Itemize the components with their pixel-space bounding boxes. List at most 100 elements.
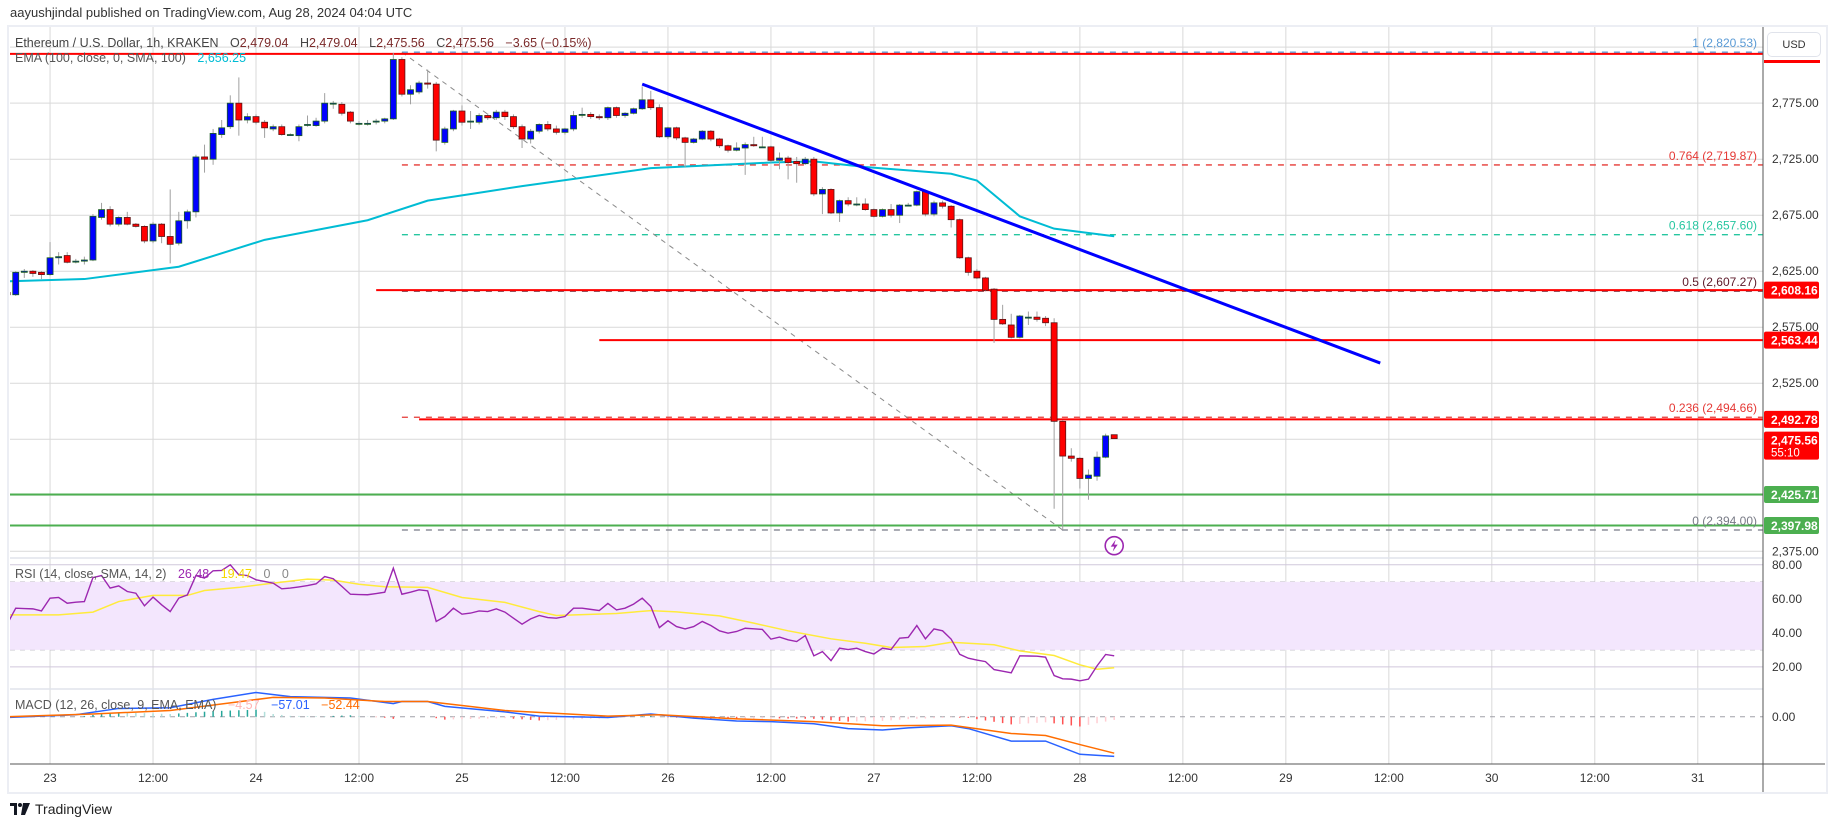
candle[interactable] xyxy=(982,276,989,292)
candle[interactable] xyxy=(630,107,638,115)
candle[interactable] xyxy=(561,127,569,135)
candle[interactable] xyxy=(158,223,166,244)
macd-pane[interactable] xyxy=(7,691,1115,758)
candle[interactable] xyxy=(1076,457,1084,489)
candle[interactable] xyxy=(939,200,946,209)
candle[interactable] xyxy=(1042,316,1049,327)
candle[interactable] xyxy=(286,133,294,136)
candle[interactable] xyxy=(724,144,732,153)
candle[interactable] xyxy=(879,208,886,218)
candle[interactable] xyxy=(449,109,457,132)
candle[interactable] xyxy=(570,111,577,132)
candle[interactable] xyxy=(415,80,423,95)
candle[interactable] xyxy=(1033,311,1041,322)
candle[interactable] xyxy=(999,304,1007,325)
candle[interactable] xyxy=(55,252,63,265)
candle[interactable] xyxy=(381,117,389,124)
candle[interactable] xyxy=(141,225,148,244)
candle[interactable] xyxy=(793,156,801,183)
candle[interactable] xyxy=(38,271,45,280)
candle[interactable] xyxy=(1059,420,1067,530)
candle[interactable] xyxy=(12,271,20,296)
candle[interactable] xyxy=(578,107,586,118)
candle[interactable] xyxy=(278,124,286,136)
candle[interactable] xyxy=(853,197,861,207)
candle[interactable] xyxy=(338,102,346,116)
candle[interactable] xyxy=(930,200,938,217)
candle[interactable] xyxy=(707,130,715,142)
candle[interactable] xyxy=(1007,313,1015,339)
candle[interactable] xyxy=(527,128,535,144)
candle[interactable] xyxy=(355,121,363,126)
candle[interactable] xyxy=(587,112,595,119)
candle[interactable] xyxy=(424,69,432,89)
candle[interactable] xyxy=(132,223,140,228)
candle[interactable] xyxy=(252,114,260,125)
candle[interactable] xyxy=(973,268,981,280)
candle[interactable] xyxy=(1024,311,1032,325)
candle[interactable] xyxy=(261,119,268,138)
price-pane[interactable] xyxy=(4,51,1763,556)
candle[interactable] xyxy=(432,81,440,152)
candle[interactable] xyxy=(72,258,80,264)
candle[interactable] xyxy=(183,209,191,229)
candle[interactable] xyxy=(733,142,741,152)
candle[interactable] xyxy=(767,145,775,163)
candle[interactable] xyxy=(1067,448,1075,462)
candle[interactable] xyxy=(218,119,226,138)
tradingview-brand[interactable]: TradingView xyxy=(10,801,112,817)
candle[interactable] xyxy=(887,204,895,218)
candle[interactable] xyxy=(115,216,123,227)
candle[interactable] xyxy=(655,104,663,138)
candle[interactable] xyxy=(698,130,706,141)
candle[interactable] xyxy=(63,252,71,264)
candle[interactable] xyxy=(458,105,466,126)
candle[interactable] xyxy=(1050,318,1058,509)
candle[interactable] xyxy=(398,57,406,97)
candle[interactable] xyxy=(1016,314,1024,339)
candle[interactable] xyxy=(201,144,208,173)
candle[interactable] xyxy=(269,124,277,132)
candle[interactable] xyxy=(819,187,826,215)
rsi-pane[interactable] xyxy=(7,563,1763,682)
candle[interactable] xyxy=(664,126,672,140)
candle[interactable] xyxy=(29,270,37,277)
candle[interactable] xyxy=(638,86,646,110)
candle[interactable] xyxy=(913,190,921,207)
candle[interactable] xyxy=(647,90,655,110)
symbol-title[interactable]: Ethereum / U.S. Dollar, 1h, KRAKEN xyxy=(15,36,219,50)
candle[interactable] xyxy=(492,109,500,120)
candle[interactable] xyxy=(776,152,783,170)
candle[interactable] xyxy=(552,125,560,135)
candle[interactable] xyxy=(741,142,749,175)
candle[interactable] xyxy=(226,95,234,129)
candle[interactable] xyxy=(20,268,28,278)
candle[interactable] xyxy=(758,136,766,149)
candle[interactable] xyxy=(681,136,689,168)
candle[interactable] xyxy=(784,155,792,180)
candle[interactable] xyxy=(544,121,552,132)
candle[interactable] xyxy=(750,136,758,147)
candle[interactable] xyxy=(518,124,526,148)
candle[interactable] xyxy=(106,206,114,227)
candle[interactable] xyxy=(347,111,354,124)
candle[interactable] xyxy=(441,126,449,145)
candle[interactable] xyxy=(295,124,303,142)
candle[interactable] xyxy=(870,208,878,218)
candle[interactable] xyxy=(1110,434,1118,440)
candle[interactable] xyxy=(4,290,11,298)
candle[interactable] xyxy=(312,117,320,127)
candle[interactable] xyxy=(621,112,629,118)
candle[interactable] xyxy=(329,100,337,109)
candle[interactable] xyxy=(990,288,998,343)
candle[interactable] xyxy=(801,156,809,165)
rsi-legend[interactable]: RSI (14, close, SMA, 14, 2) 26.48 19.47 … xyxy=(15,567,289,581)
candle[interactable] xyxy=(364,119,371,126)
candle[interactable] xyxy=(304,115,311,127)
candle[interactable] xyxy=(244,113,251,124)
candle[interactable] xyxy=(956,218,964,259)
candle[interactable] xyxy=(484,113,492,120)
candle[interactable] xyxy=(467,111,474,129)
candle[interactable] xyxy=(896,204,904,224)
